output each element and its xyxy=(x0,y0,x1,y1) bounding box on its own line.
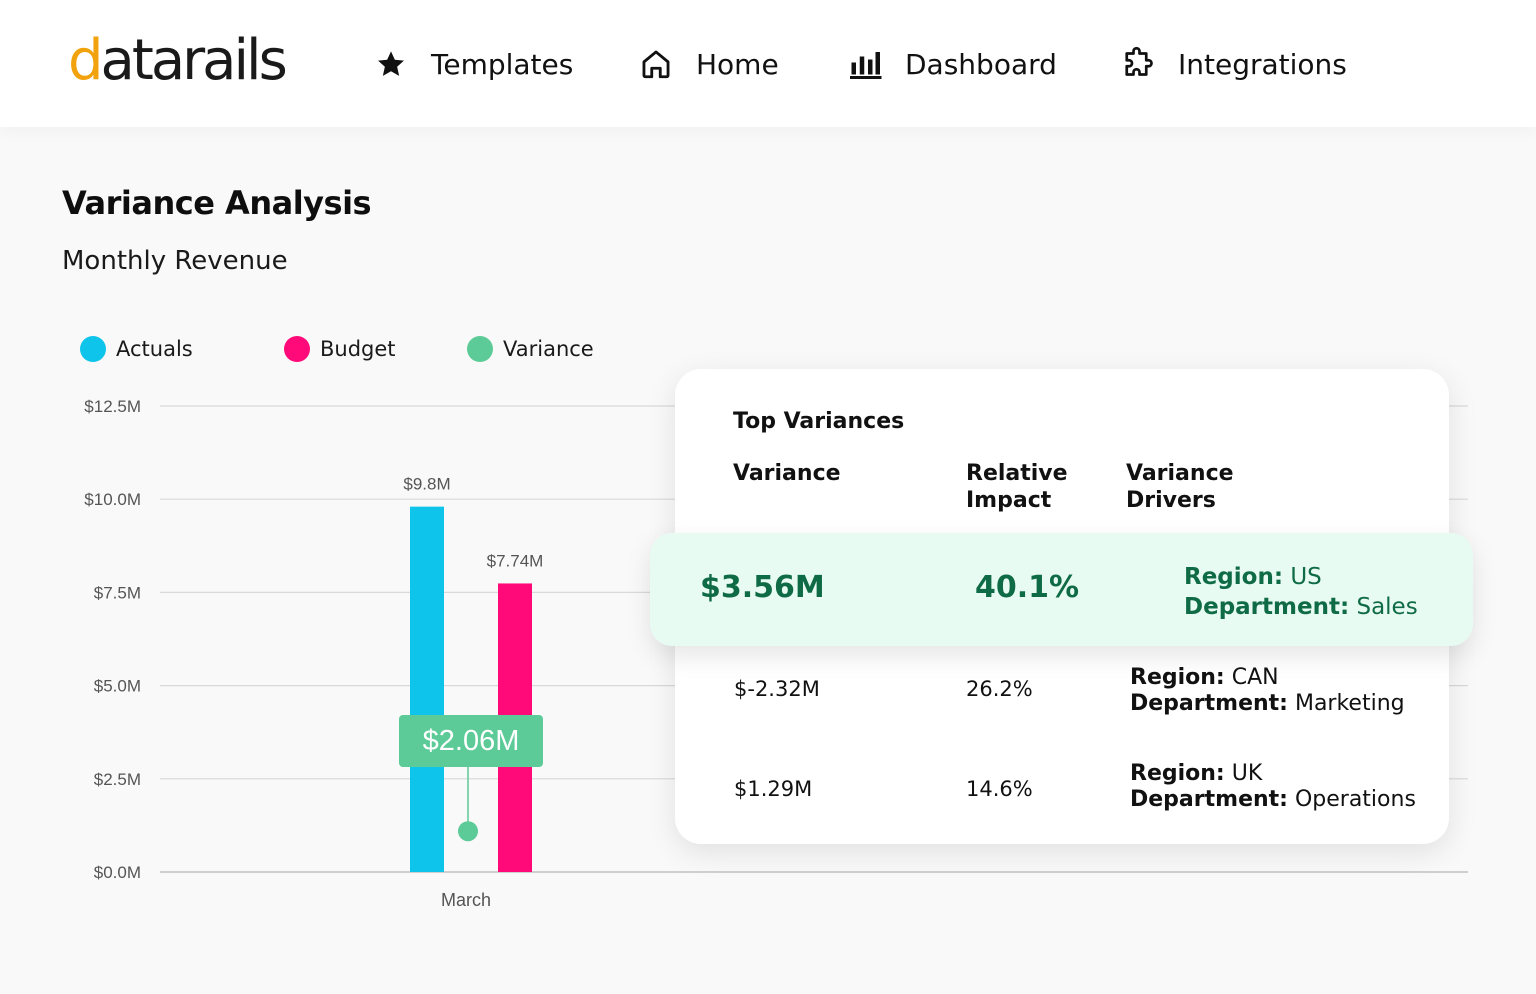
department-value: Marketing xyxy=(1287,691,1405,716)
region-value: US xyxy=(1283,564,1322,590)
relative-impact-value: 40.1% xyxy=(975,570,1080,605)
legend-item-variance[interactable]: Variance xyxy=(467,336,594,362)
legend-swatch-actuals xyxy=(80,336,106,362)
y-tick-label: $2.5M xyxy=(94,770,141,789)
variance-drivers: Region: CAN Department: Marketing xyxy=(1130,665,1405,717)
variance-badge: $2.06M xyxy=(399,715,543,767)
column-header-drivers-line2: Drivers xyxy=(1126,488,1216,513)
nav-templates[interactable]: Templates xyxy=(373,42,573,86)
department-value: Operations xyxy=(1287,787,1416,812)
puzzle-icon xyxy=(1120,46,1156,82)
column-header-variance-label: Variance xyxy=(733,461,841,486)
column-header-impact-line1: Relative xyxy=(966,461,1068,486)
page-title: Variance Analysis xyxy=(62,184,372,222)
datarails-logo[interactable]: datarails xyxy=(68,26,288,96)
variance-value: $1.29M xyxy=(734,777,813,801)
relative-impact-value: 14.6% xyxy=(966,777,1033,801)
department-label: Department: xyxy=(1130,691,1288,716)
y-tick-label: $12.5M xyxy=(84,397,141,416)
nav-dashboard-label: Dashboard xyxy=(905,47,1057,81)
logo-accent-letter: d xyxy=(68,28,104,93)
x-tick-label: March xyxy=(441,890,491,910)
legend-label-variance: Variance xyxy=(503,337,594,361)
y-tick-label: $10.0M xyxy=(84,490,141,509)
legend-swatch-budget xyxy=(284,336,310,362)
nav-templates-label: Templates xyxy=(431,47,574,81)
logo-text: atarails xyxy=(100,28,288,93)
page-subtitle: Monthly Revenue xyxy=(62,246,288,276)
region-value: CAN xyxy=(1224,665,1279,690)
column-header-drivers-line1: Variance xyxy=(1126,461,1234,486)
legend-label-budget: Budget xyxy=(320,337,396,361)
region-label: Region: xyxy=(1184,564,1284,590)
region-label: Region: xyxy=(1130,761,1225,786)
y-tick-label: $5.0M xyxy=(94,677,141,696)
nav-home-label: Home xyxy=(696,47,779,81)
legend-item-budget[interactable]: Budget xyxy=(284,336,396,362)
relative-impact-value: 26.2% xyxy=(966,677,1033,701)
variance-drivers: Region: UK Department: Operations xyxy=(1130,761,1416,813)
nav-integrations-label: Integrations xyxy=(1178,47,1347,81)
bar-data-label: $7.74M xyxy=(487,551,544,570)
legend-label-actuals: Actuals xyxy=(116,337,193,361)
y-tick-label: $0.0M xyxy=(94,863,141,882)
variance-point xyxy=(458,821,478,842)
column-header-impact-line2: Impact xyxy=(966,488,1052,513)
variance-drivers: Region: US Department: Sales xyxy=(1184,562,1418,622)
star-icon xyxy=(373,46,409,82)
variance-row-highlighted[interactable] xyxy=(650,533,1473,646)
top-nav-bar: datarails Templates Home Dashboard Integ… xyxy=(0,0,1536,127)
legend-item-actuals[interactable]: Actuals xyxy=(80,336,193,362)
column-header-relative-impact: Relative Impact xyxy=(966,460,1068,514)
y-tick-label: $7.5M xyxy=(94,583,141,602)
nav-dashboard[interactable]: Dashboard xyxy=(847,42,1057,86)
region-label: Region: xyxy=(1130,665,1225,690)
region-value: UK xyxy=(1224,761,1263,786)
bar-chart-icon xyxy=(847,46,883,82)
department-value: Sales xyxy=(1349,594,1418,620)
legend-swatch-variance xyxy=(467,336,493,362)
nav-home[interactable]: Home xyxy=(638,42,779,86)
bar-actuals xyxy=(410,506,444,872)
variance-value: $-2.32M xyxy=(734,677,820,701)
column-header-variance-drivers: Variance Drivers xyxy=(1126,460,1234,514)
variance-value: $3.56M xyxy=(700,570,825,605)
top-variances-title: Top Variances xyxy=(733,409,905,434)
home-icon xyxy=(638,46,674,82)
department-label: Department: xyxy=(1184,594,1350,620)
bar-data-label: $9.8M xyxy=(403,475,450,494)
column-header-variance: Variance xyxy=(733,460,841,487)
department-label: Department: xyxy=(1130,787,1288,812)
nav-integrations[interactable]: Integrations xyxy=(1120,42,1347,86)
